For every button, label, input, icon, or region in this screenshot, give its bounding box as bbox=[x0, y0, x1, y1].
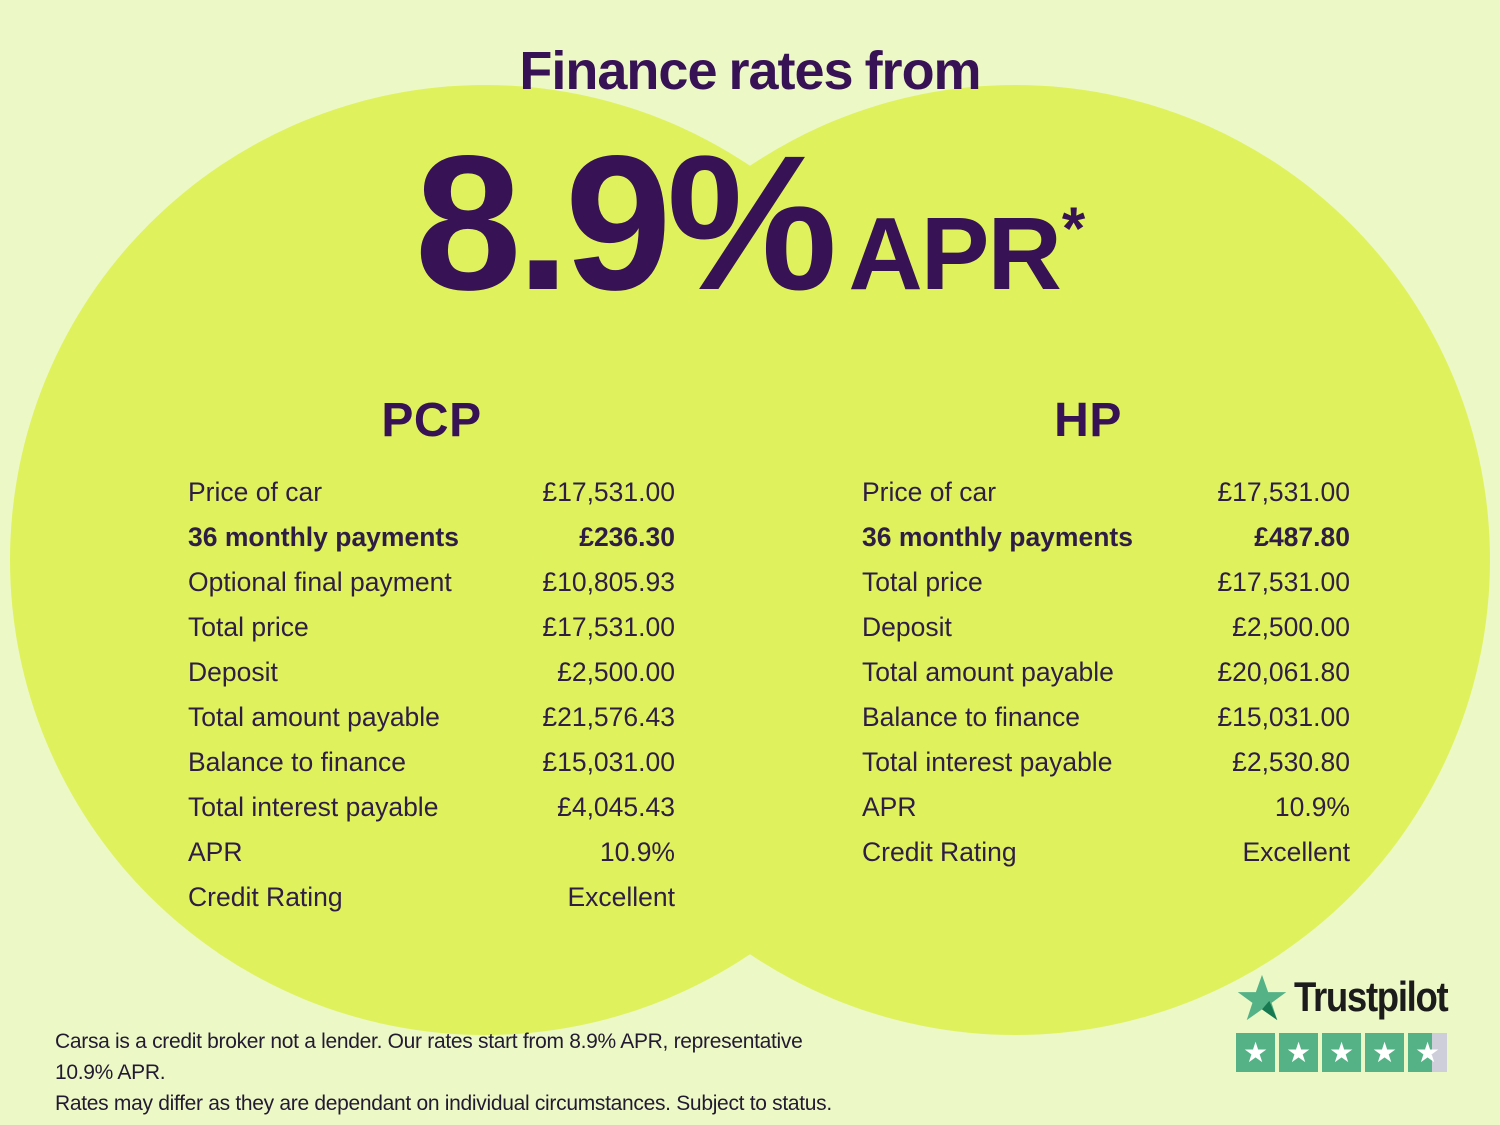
table-row: Total interest payable £4,045.43 bbox=[188, 785, 675, 830]
row-label: Credit Rating bbox=[188, 882, 343, 912]
row-label: Total price bbox=[188, 612, 309, 642]
row-label: Optional final payment bbox=[188, 567, 452, 597]
table-row: APR 10.9% bbox=[862, 785, 1350, 830]
row-label: APR bbox=[188, 837, 243, 867]
row-label: 36 monthly payments bbox=[188, 522, 459, 552]
row-value: £10,805.93 bbox=[542, 567, 675, 597]
table-row: Total interest payable £2,530.80 bbox=[862, 740, 1350, 785]
row-value: £2,500.00 bbox=[1232, 612, 1350, 642]
row-label: Total interest payable bbox=[862, 747, 1113, 777]
row-label: Total price bbox=[862, 567, 983, 597]
star-icon: ★ bbox=[1371, 1036, 1398, 1069]
footnote-marker: * bbox=[1061, 195, 1086, 262]
trustpilot-wordmark: Trustpilot bbox=[1294, 973, 1449, 1020]
row-label: Balance to finance bbox=[188, 747, 407, 777]
star-icon: ★ bbox=[1285, 1036, 1312, 1069]
disclaimer-line-2: Rates may differ as they are dependant o… bbox=[55, 1092, 832, 1115]
row-label: Total interest payable bbox=[188, 792, 439, 822]
row-value: £17,531.00 bbox=[542, 477, 675, 507]
row-value: 10.9% bbox=[1274, 792, 1350, 822]
table-row: Total price £17,531.00 bbox=[188, 605, 675, 650]
table-row: Optional final payment £10,805.93 bbox=[188, 560, 675, 605]
trustpilot-rating-stars: ★ ★ ★ ★ ★ bbox=[1236, 1033, 1452, 1072]
row-value: £236.30 bbox=[579, 522, 675, 552]
row-label: Price of car bbox=[862, 477, 997, 507]
row-label: Balance to finance bbox=[862, 702, 1081, 732]
table-row: APR 10.9% bbox=[188, 830, 675, 875]
rating-star-box: ★ bbox=[1365, 1033, 1404, 1072]
rating-star-box: ★ bbox=[1236, 1033, 1275, 1072]
table-row: Balance to finance £15,031.00 bbox=[188, 740, 675, 785]
trustpilot-logo: Trustpilot bbox=[1236, 970, 1452, 1024]
table-row: 36 monthly payments £236.30 bbox=[188, 515, 675, 560]
pcp-title: PCP bbox=[381, 394, 482, 447]
table-row: Price of car £17,531.00 bbox=[862, 470, 1350, 515]
table-row: Credit Rating Excellent bbox=[188, 875, 675, 920]
row-value: £21,576.43 bbox=[542, 702, 675, 732]
star-icon: ★ bbox=[1328, 1036, 1355, 1069]
row-label: Total amount payable bbox=[188, 702, 440, 732]
rate-value: 8.9% bbox=[414, 115, 838, 330]
row-value: £17,531.00 bbox=[1217, 477, 1350, 507]
headline-rate: 8.9% APR* bbox=[0, 127, 1500, 319]
row-value: £2,530.80 bbox=[1232, 747, 1350, 777]
table-row: Total price £17,531.00 bbox=[862, 560, 1350, 605]
rating-star-box: ★ bbox=[1408, 1033, 1447, 1072]
row-value: £2,500.00 bbox=[557, 657, 675, 687]
background-circle-right bbox=[540, 85, 1490, 1035]
trustpilot-star-icon bbox=[1237, 974, 1287, 1021]
row-value: £15,031.00 bbox=[1217, 702, 1350, 732]
table-row: Credit Rating Excellent bbox=[862, 830, 1350, 875]
trustpilot-widget: Trustpilot ★ ★ ★ ★ ★ bbox=[1236, 970, 1452, 1072]
table-row: Balance to finance £15,031.00 bbox=[862, 695, 1350, 740]
hp-title: HP bbox=[1054, 394, 1122, 447]
page-title: Finance rates from bbox=[519, 41, 981, 101]
pcp-table: Price of car £17,531.00 36 monthly payment… bbox=[188, 470, 675, 920]
table-row: Deposit £2,500.00 bbox=[188, 650, 675, 695]
row-value: 10.9% bbox=[599, 837, 675, 867]
row-value: £20,061.80 bbox=[1217, 657, 1350, 687]
row-value: £4,045.43 bbox=[557, 792, 675, 822]
row-value: £17,531.00 bbox=[542, 612, 675, 642]
row-label: Credit Rating bbox=[862, 837, 1017, 867]
row-label: Total amount payable bbox=[862, 657, 1114, 687]
table-row: 36 monthly payments £487.80 bbox=[862, 515, 1350, 560]
hp-table: Price of car £17,531.00 36 monthly payment… bbox=[862, 470, 1350, 875]
row-value: £17,531.00 bbox=[1217, 567, 1350, 597]
row-label: 36 monthly payments bbox=[862, 522, 1133, 552]
star-icon: ★ bbox=[1414, 1036, 1441, 1069]
table-row: Price of car £17,531.00 bbox=[188, 470, 675, 515]
row-value: £487.80 bbox=[1254, 522, 1350, 552]
row-value: Excellent bbox=[567, 882, 675, 912]
row-value: £15,031.00 bbox=[542, 747, 675, 777]
rating-star-box: ★ bbox=[1322, 1033, 1361, 1072]
row-label: Price of car bbox=[188, 477, 323, 507]
table-row: Total amount payable £21,576.43 bbox=[188, 695, 675, 740]
rating-star-box: ★ bbox=[1279, 1033, 1318, 1072]
row-label: Deposit bbox=[188, 657, 278, 687]
table-row: Deposit £2,500.00 bbox=[862, 605, 1350, 650]
rate-unit: APR bbox=[848, 196, 1061, 311]
star-icon: ★ bbox=[1242, 1036, 1269, 1069]
disclaimer: Carsa is a credit broker not a lender. O… bbox=[55, 1026, 845, 1119]
table-row: Total amount payable £20,061.80 bbox=[862, 650, 1350, 695]
row-label: Deposit bbox=[862, 612, 952, 642]
row-value: Excellent bbox=[1242, 837, 1350, 867]
row-label: APR bbox=[862, 792, 917, 822]
disclaimer-line-1: Carsa is a credit broker not a lender. O… bbox=[55, 1030, 803, 1084]
